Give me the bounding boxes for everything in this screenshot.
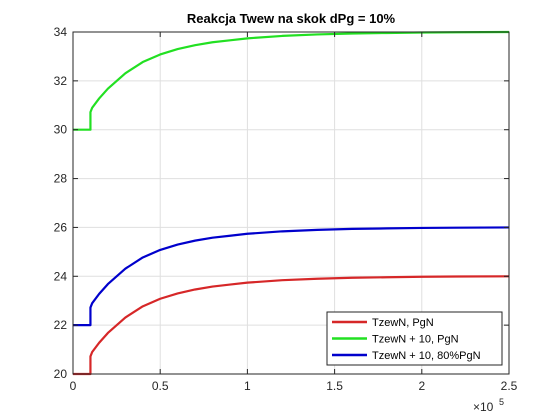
y-tick-label-4: 28 bbox=[54, 172, 68, 186]
x-tick-label-2: 1 bbox=[244, 379, 251, 393]
y-tick-label-7: 34 bbox=[54, 25, 68, 39]
series-line-1 bbox=[73, 30, 510, 131]
series-line-2 bbox=[73, 226, 510, 327]
series-lines bbox=[73, 30, 510, 376]
x-tick-label-1: 0.5 bbox=[152, 379, 169, 393]
legend: TzewN, PgN TzewN + 10, PgN TzewN + 10, 80%… bbox=[326, 311, 503, 366]
x-axis-exponent: ×10 5 bbox=[473, 397, 504, 414]
x-tick-label-5: 2.5 bbox=[501, 379, 518, 393]
y-tick-label-6: 32 bbox=[54, 74, 68, 88]
y-tick-label-5: 30 bbox=[54, 123, 68, 137]
axes-box bbox=[72, 31, 510, 375]
y-tick-label-3: 26 bbox=[54, 220, 68, 234]
legend-label-0: TzewN, PgN bbox=[372, 317, 434, 329]
x-tick-label-0: 0 bbox=[70, 379, 77, 393]
x-tick-label-4: 2 bbox=[418, 379, 425, 393]
series-line-0 bbox=[73, 275, 510, 376]
y-tick-label-2: 24 bbox=[54, 269, 68, 283]
x-exponent-base: ×10 bbox=[473, 400, 494, 414]
chart-title: Reakcja Twew na skok dPg = 10% bbox=[187, 11, 396, 26]
y-tick-label-0: 20 bbox=[54, 367, 68, 381]
y-tick-label-1: 22 bbox=[54, 318, 68, 332]
legend-label-2: TzewN + 10, 80%PgN bbox=[372, 350, 481, 362]
legend-label-1: TzewN + 10, PgN bbox=[372, 334, 459, 346]
axis-ticks: 0 0.5 1 1.5 2 2.5 20 22 24 26 28 30 32 34 bbox=[54, 25, 518, 393]
x-tick-label-3: 1.5 bbox=[326, 379, 343, 393]
x-exponent-power: 5 bbox=[499, 397, 504, 407]
